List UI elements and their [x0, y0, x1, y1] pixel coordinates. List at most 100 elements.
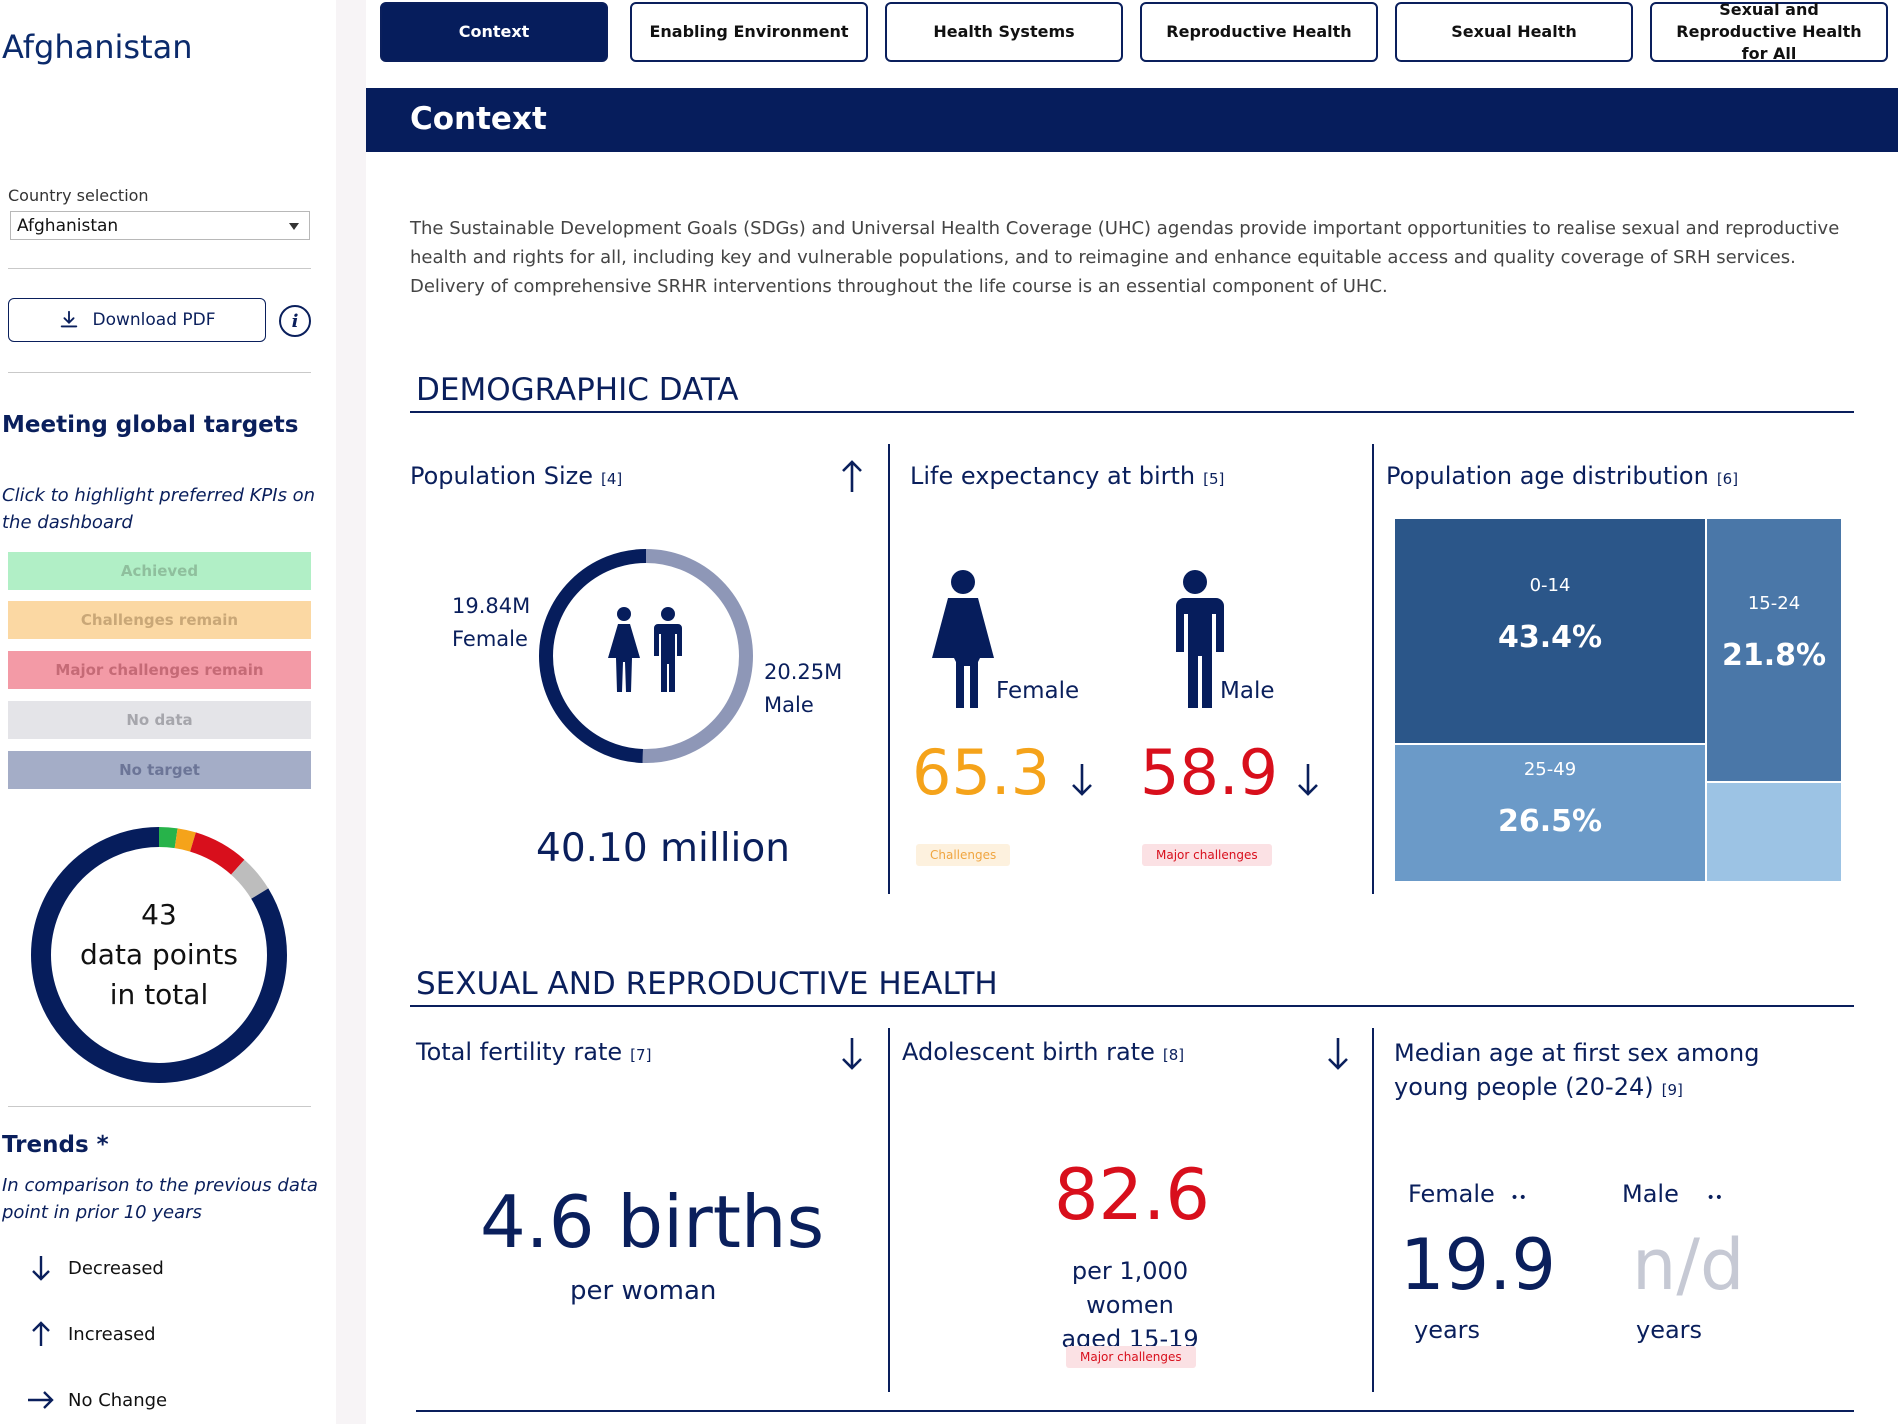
country-select[interactable]: Afghanistan	[10, 211, 310, 240]
trends-hint-1: In comparison to the previous data	[2, 1175, 318, 1196]
challenges-badge: Challenges	[916, 844, 1011, 866]
srh-heading: SEXUAL AND REPRODUCTIVE HEALTH	[416, 966, 998, 1002]
life-female-label: Female	[996, 678, 1080, 704]
median-age-title-2: young people (20-24)	[1394, 1073, 1654, 1101]
fertility-ref: [7]	[630, 1046, 652, 1064]
ring-female-share	[539, 549, 753, 763]
treemap-value: 26.5%	[1497, 804, 1603, 839]
sidebar: Afghanistan Country selection Afghanista…	[0, 0, 336, 1424]
page-title: Context	[410, 101, 547, 137]
life-male-value: 58.9	[1140, 736, 1279, 809]
median-male-label-text: Male	[1622, 1180, 1679, 1208]
legend-item-achieved[interactable]: Achieved	[8, 552, 311, 590]
download-pdf-button[interactable]: Download PDF	[8, 298, 266, 342]
divider	[8, 372, 311, 373]
tab-context[interactable]: Context	[380, 2, 608, 62]
targets-hint-1: Click to highlight preferred KPIs on	[2, 485, 316, 506]
median-female-label-text: Female	[1408, 1180, 1495, 1208]
adolescent-ref: [8]	[1162, 1046, 1185, 1064]
trend-decreased: Decreased	[26, 1253, 164, 1283]
median-female-unit: years	[1414, 1316, 1481, 1344]
card-divider	[888, 444, 890, 894]
treemap-label: 15-24	[1747, 593, 1801, 614]
trends-hint-2: point in prior 10 years	[2, 1202, 202, 1223]
trend-label: Decreased	[68, 1257, 164, 1279]
treemap-value: 43.4%	[1497, 620, 1603, 655]
median-age-ref: [9]	[1661, 1081, 1683, 1099]
median-male-dots: ••	[1706, 1190, 1724, 1206]
age-distribution-title-text: Population age distribution	[1386, 462, 1709, 490]
adolescent-title: Adolescent birth rate [8]	[902, 1038, 1184, 1066]
legend-item-no-data[interactable]: No data	[8, 701, 311, 739]
median-male-unit: years	[1636, 1316, 1703, 1344]
median-female-label: Female ••	[1408, 1180, 1527, 1208]
median-female-dots: ••	[1510, 1190, 1527, 1206]
life-female-value: 65.3	[912, 736, 1051, 809]
trend-label: Increased	[68, 1323, 156, 1345]
life-male-label: Male	[1220, 678, 1275, 704]
treemap-cell-0-14: 0-14 43.4%	[1394, 518, 1706, 744]
tab-health-systems[interactable]: Health Systems	[885, 2, 1123, 62]
median-age-title-1: Median age at first sex among	[1394, 1039, 1760, 1067]
divider	[8, 268, 311, 269]
donut-center-text: 43 data points in total	[28, 824, 290, 1086]
population-title: Population Size [4]	[410, 462, 622, 490]
tab-sexual-health[interactable]: Sexual Health	[1395, 2, 1633, 62]
male-icon	[1174, 570, 1224, 708]
population-male-label: Male	[764, 693, 814, 717]
section-header-band: Context	[366, 88, 1898, 152]
treemap-label: 0-14	[1529, 575, 1571, 596]
population-ref: [4]	[601, 470, 623, 488]
trend-increased: Increased	[26, 1319, 156, 1349]
legend-item-major-challenges-remain[interactable]: Major challenges remain	[8, 651, 311, 689]
life-expectancy-ref: [5]	[1203, 470, 1225, 488]
demographic-heading: DEMOGRAPHIC DATA	[416, 372, 739, 408]
trend-no-change: No Change	[26, 1385, 167, 1415]
treemap-cell-25-49: 25-49 26.5%	[1394, 744, 1706, 882]
population-male: 20.25M Male	[764, 656, 842, 722]
card-divider	[888, 1028, 890, 1392]
info-icon[interactable]: i	[279, 305, 311, 337]
arrow-right-icon	[28, 1391, 54, 1409]
card-divider	[1372, 444, 1374, 894]
median-male-label: Male ••	[1622, 1180, 1723, 1208]
section-rule	[410, 411, 1854, 413]
population-female-label: Female	[452, 627, 528, 651]
fertility-title-text: Total fertility rate	[416, 1038, 623, 1066]
donut-segment-no-target	[31, 827, 287, 1083]
arrow-down-icon	[1072, 764, 1092, 796]
tab-srh-for-all[interactable]: Sexual and Reproductive Health for All	[1650, 0, 1888, 63]
age-distribution-treemap: 0-14 43.4% 15-24 21.8% 25-49 26.5%	[1394, 518, 1842, 882]
treemap-cell-15-24: 15-24 21.8%	[1706, 518, 1842, 782]
tab-enabling-environment[interactable]: Enabling Environment	[630, 2, 868, 62]
country-select-value: Afghanistan	[17, 216, 119, 236]
population-female: 19.84M Female	[452, 590, 530, 656]
treemap-value: 21.8%	[1721, 638, 1827, 673]
legend-item-no-target[interactable]: No target	[8, 751, 311, 789]
median-male-value: n/d	[1632, 1224, 1745, 1306]
section-rule	[416, 1410, 1854, 1412]
trends-heading: Trends *	[2, 1132, 109, 1158]
arrow-down-icon	[1298, 764, 1318, 796]
divider	[8, 1106, 311, 1107]
trend-label: No Change	[68, 1389, 168, 1411]
treemap-cell-other	[1706, 782, 1842, 882]
major-challenges-badge: Major challenges	[1142, 844, 1272, 866]
chevron-down-icon	[289, 223, 299, 230]
adolescent-value: 82.6	[1054, 1154, 1210, 1236]
arrow-down-icon	[1328, 1038, 1348, 1070]
female-icon	[932, 570, 994, 708]
population-title-text: Population Size	[410, 462, 593, 490]
age-distribution-title: Population age distribution [6]	[1386, 462, 1738, 490]
tab-reproductive-health[interactable]: Reproductive Health	[1140, 2, 1378, 62]
intro-text: The Sustainable Development Goals (SDGs)…	[410, 218, 1840, 297]
fertility-title: Total fertility rate [7]	[416, 1038, 651, 1066]
fertility-unit: per woman	[570, 1276, 717, 1306]
download-pdf-label: Download PDF	[92, 310, 216, 330]
targets-heading: Meeting global targets	[2, 412, 299, 438]
arrow-up-icon	[842, 460, 862, 492]
legend-item-challenges-remain[interactable]: Challenges remain	[8, 601, 311, 639]
life-expectancy-title: Life expectancy at birth [5]	[910, 462, 1224, 490]
arrow-up-icon	[32, 1321, 50, 1346]
donut-count: 43	[141, 898, 177, 931]
